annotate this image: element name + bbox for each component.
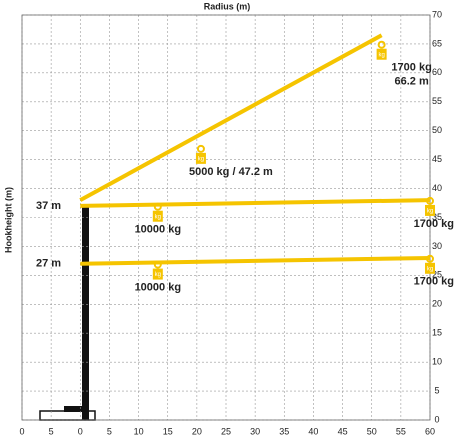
hook-weight: [376, 48, 387, 60]
hook-weight: [195, 152, 206, 164]
jib-line: [80, 256, 431, 266]
annotation: 66.2 m: [394, 76, 428, 88]
y-tick-label: 45: [432, 154, 442, 164]
x-tick-label: 20: [192, 426, 202, 436]
y-tick-label: 40: [432, 183, 442, 193]
y-tick-label: 25: [432, 270, 442, 280]
x-tick-label: 60: [425, 426, 435, 436]
y-tick-label: 55: [432, 96, 442, 106]
y-tick-label: 0: [434, 414, 439, 424]
y-tick-label: 70: [432, 9, 442, 19]
annotation: 10000 kg: [135, 224, 181, 236]
annotation: 5000 kg / 47.2 m: [189, 166, 273, 178]
x-tick-label: 50: [367, 426, 377, 436]
hook-weight: [152, 210, 163, 222]
y-tick-label: 5: [434, 385, 439, 395]
hook-ring: [377, 40, 386, 49]
x-tick-label: 0: [78, 426, 83, 436]
hook: kg: [195, 144, 206, 164]
y-tick-label: 10: [432, 357, 442, 367]
hook-ring: [426, 196, 434, 205]
x-tick-label: 0: [19, 426, 24, 436]
hook-ring: [153, 202, 162, 211]
jib-line: [79, 33, 383, 202]
plot-frame: [21, 14, 431, 421]
hook-label: kg: [378, 52, 384, 58]
y-tick-label: 35: [432, 212, 442, 222]
crane-mast: [82, 205, 89, 420]
y-tick-label: 60: [432, 67, 442, 77]
hook-label: kg: [198, 156, 204, 162]
annotation: 1700 kg: [414, 218, 454, 230]
x-tick-label: 45: [338, 426, 348, 436]
hook: kg: [425, 196, 435, 216]
x-tick-label: 5: [49, 426, 54, 436]
y-tick-label: 20: [432, 299, 442, 309]
annotation: 1700 kg: [414, 276, 454, 288]
annotation: 1700 kg: [391, 62, 431, 74]
annotation: 10000 kg: [135, 281, 181, 293]
chart-title: Radius (m): [204, 1, 251, 11]
x-tick-label: 25: [221, 426, 231, 436]
hook: kg: [152, 260, 163, 280]
x-tick-label: 40: [308, 426, 318, 436]
jib-line: [80, 198, 431, 208]
hook-label: kg: [427, 209, 433, 215]
x-tick-label: 35: [279, 426, 289, 436]
hook-ring: [426, 254, 434, 263]
hook-label: kg: [427, 266, 433, 272]
height-label: 27 m: [36, 258, 61, 270]
crane-counterweight: [64, 406, 82, 412]
y-tick-label: 50: [432, 125, 442, 135]
hook-weight: [425, 262, 435, 274]
height-label: 37 m: [36, 200, 61, 212]
hook-weight: [152, 268, 163, 280]
hook-weight: [425, 204, 435, 216]
y-tick-label: 30: [432, 241, 442, 251]
y-tick-label: 65: [432, 38, 442, 48]
x-tick-label: 30: [250, 426, 260, 436]
x-tick-label: 15: [163, 426, 173, 436]
x-tick-label: 55: [396, 426, 406, 436]
y-axis-title: Hookheight (m): [3, 187, 13, 253]
hook: kg: [376, 40, 387, 60]
hook-ring: [153, 260, 162, 269]
y-tick-label: 15: [432, 328, 442, 338]
hook-label: kg: [155, 214, 161, 220]
hook-ring: [196, 144, 205, 153]
hook: kg: [152, 202, 163, 222]
x-tick-label: 10: [134, 426, 144, 436]
x-tick-label: 5: [107, 426, 112, 436]
hook: kg: [425, 254, 435, 274]
hook-label: kg: [155, 272, 161, 278]
